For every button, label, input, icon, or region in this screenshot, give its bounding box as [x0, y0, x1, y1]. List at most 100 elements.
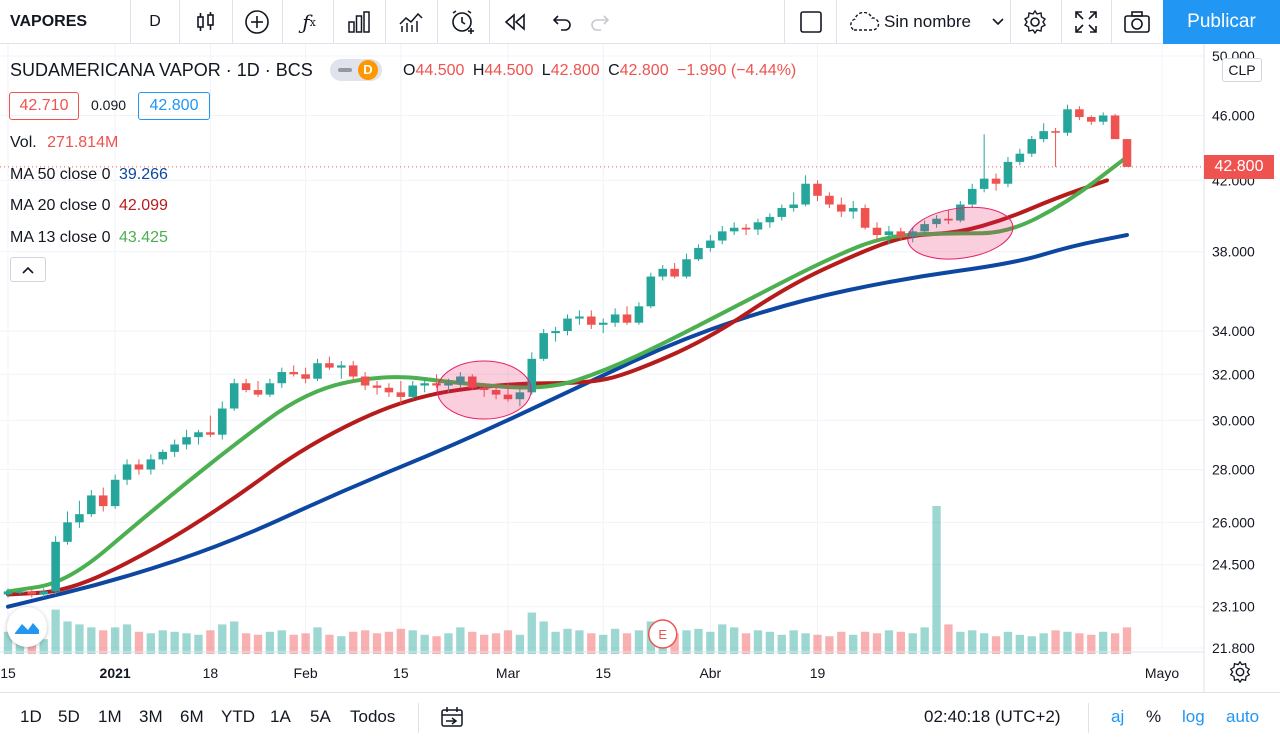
x-tick-label: Abr [699, 665, 721, 681]
y-tick-label: 26.000 [1212, 514, 1255, 530]
alert-clock-icon[interactable] [440, 0, 486, 44]
volume-bar [372, 633, 382, 654]
chevron-up-icon [22, 266, 34, 274]
data-status-badge[interactable]: D [358, 60, 378, 80]
range-button-1d[interactable]: 1D [20, 707, 42, 726]
candle [420, 383, 429, 386]
y-tick-label: 30.000 [1212, 412, 1255, 428]
collapse-legend-button[interactable] [10, 257, 46, 282]
price-chart[interactable]: E 50.00046.00042.00038.00034.00032.00030… [0, 44, 1280, 692]
bar-chart-icon[interactable] [336, 0, 382, 44]
layout-name-button[interactable]: Sin nombre [838, 0, 1008, 44]
volume-bar [39, 639, 48, 654]
volume-bar [158, 630, 167, 654]
volume-bar [241, 633, 251, 654]
candle [372, 385, 382, 388]
candles-icon[interactable] [183, 0, 229, 44]
replay-icon[interactable] [492, 0, 538, 44]
bid-price[interactable]: 42.710 [9, 92, 79, 120]
volume-bar [587, 633, 596, 654]
plus-circle-icon[interactable] [234, 0, 280, 44]
ask-price[interactable]: 42.800 [138, 92, 210, 120]
adjust-toggle[interactable]: aj [1111, 707, 1125, 726]
volume-legend: Vol. 271.814M [10, 134, 119, 151]
volume-bar [789, 630, 798, 654]
volume-bar [51, 609, 60, 654]
camera-icon[interactable] [1113, 0, 1161, 44]
timezone-settings-gear-icon[interactable] [1228, 660, 1252, 689]
candle [51, 541, 60, 592]
clp-currency-label[interactable]: CLP [1222, 58, 1262, 82]
candle [348, 365, 358, 377]
range-button-6m[interactable]: 6M [180, 707, 204, 726]
y-tick-label: 23.100 [1212, 599, 1255, 615]
volume-bar [146, 633, 156, 654]
candle [813, 183, 822, 196]
fullscreen-icon[interactable] [1063, 0, 1109, 44]
volume-bar [872, 633, 882, 654]
candle [384, 387, 394, 393]
candle [896, 231, 906, 237]
tradingview-logo-icon[interactable] [7, 607, 47, 647]
volume-bar [991, 636, 1001, 654]
volume-bar [968, 630, 977, 654]
range-button-5d[interactable]: 5D [58, 707, 80, 726]
symbol-search[interactable]: VAPORES [10, 13, 88, 30]
range-button-1m[interactable]: 1M [98, 707, 122, 726]
y-tick-label: 21.800 [1212, 640, 1255, 656]
volume-bar [777, 634, 786, 654]
undo-icon[interactable] [540, 0, 584, 44]
gear-icon[interactable] [1012, 0, 1058, 44]
volume-bar [218, 624, 227, 654]
candle [706, 240, 715, 248]
volume-bar [134, 631, 144, 654]
candle [527, 358, 537, 393]
volume-bar [122, 624, 132, 654]
range-button-todos[interactable]: Todos [350, 707, 396, 726]
clock-readout[interactable]: 02:40:18 (UTC+2) [924, 707, 1061, 726]
candle [444, 383, 453, 386]
volume-bar [765, 631, 775, 654]
publish-button[interactable]: Publicar [1163, 0, 1280, 44]
highlight-ellipse [907, 206, 1014, 260]
volume-bar [563, 628, 572, 654]
chevron-down-icon [992, 18, 1004, 26]
volume-bar [170, 631, 179, 654]
candle [217, 408, 227, 435]
volume-bar [801, 633, 810, 654]
last-price-label: 42.800 [1204, 154, 1274, 179]
volume-bar [1051, 630, 1060, 654]
interval-button[interactable]: D [149, 13, 161, 30]
volume-bar [753, 630, 763, 654]
volume-bar [837, 631, 846, 654]
candle [944, 218, 953, 221]
candle [598, 322, 608, 325]
volume-bar [527, 612, 536, 654]
range-button-3m[interactable]: 3M [139, 707, 163, 726]
volume-bar [63, 621, 72, 654]
candle [991, 178, 1001, 184]
indicators-icon[interactable] [388, 0, 434, 44]
date-range-icon[interactable] [440, 706, 464, 733]
volume-bar [408, 630, 417, 654]
volume-bar [396, 628, 406, 654]
range-button-ytd[interactable]: YTD [221, 707, 255, 726]
layout-square-icon[interactable] [787, 0, 835, 44]
candle [432, 383, 441, 386]
y-tick-label: 28.000 [1212, 462, 1255, 478]
volume-bar [349, 631, 358, 654]
candle [848, 208, 858, 212]
candle [634, 306, 644, 323]
cloud-icon [850, 12, 880, 31]
candle [479, 387, 489, 391]
log-toggle[interactable]: log [1182, 707, 1205, 726]
candle [110, 479, 120, 507]
percent-toggle[interactable]: % [1146, 707, 1162, 726]
candle [1051, 131, 1060, 133]
redo-icon[interactable] [578, 0, 622, 44]
candle [670, 268, 679, 277]
range-button-1a[interactable]: 1A [270, 707, 291, 726]
range-button-5a[interactable]: 5A [310, 707, 331, 726]
auto-toggle[interactable]: auto [1226, 707, 1260, 726]
